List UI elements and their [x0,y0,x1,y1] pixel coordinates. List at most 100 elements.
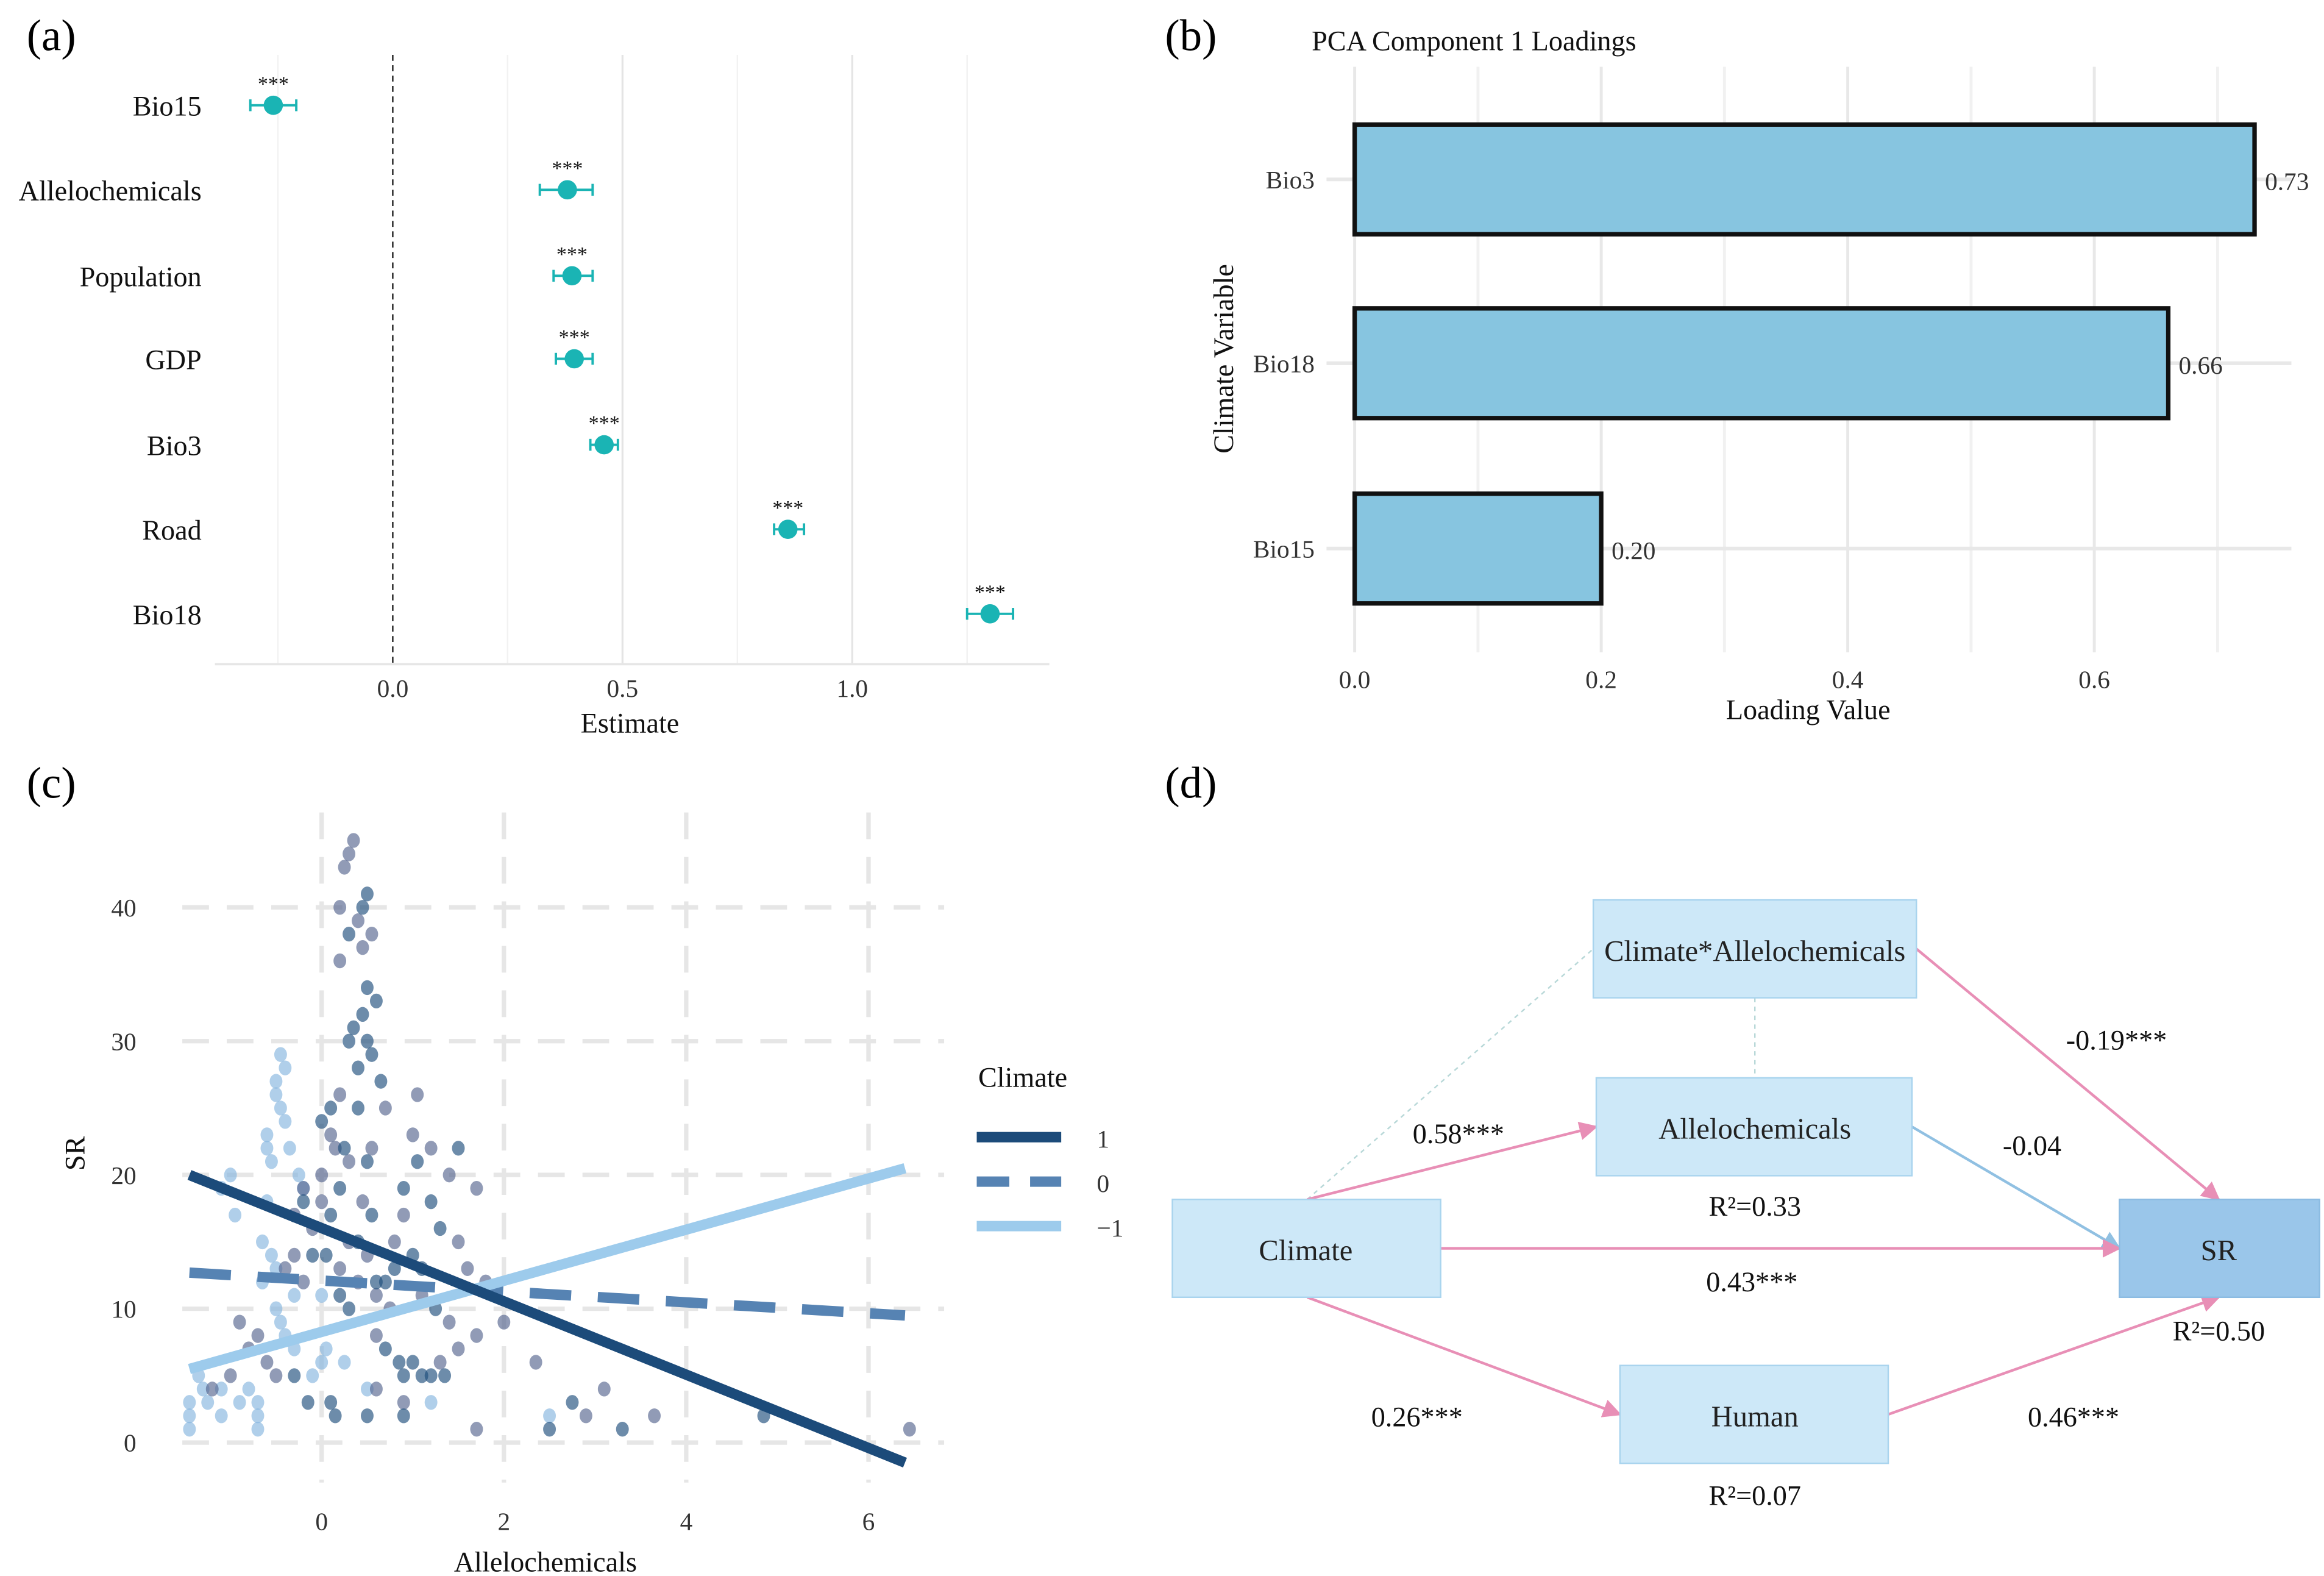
data-point [333,953,347,969]
node-label: Climate [1259,1234,1352,1267]
data-point [279,1114,292,1129]
path-arrow-interaction-sr [1915,947,2220,1201]
data-point [361,1033,374,1049]
data-point [338,1355,351,1370]
x-tick-label: 4 [680,1508,693,1536]
panel-b-bar-chart: (b) PCA Component 1 Loadings Climate Var… [1165,11,2309,726]
data-point [365,1141,378,1156]
data-point [543,1408,556,1424]
x-tick-label: 0.5 [607,674,639,702]
data-point [397,1207,410,1223]
data-point [269,1087,283,1102]
data-point [260,1355,274,1370]
data-point [352,913,364,929]
data-point [269,1301,283,1316]
data-point [529,1355,542,1370]
data-point [183,1408,196,1424]
data-point [329,1408,342,1424]
data-point [378,1100,392,1116]
y-tick-label: Bio15 [133,91,202,122]
x-tick-label: 0 [315,1508,328,1536]
y-tick-label: 0 [124,1429,137,1457]
data-point [315,1114,329,1129]
x-tick-label: 0.2 [1585,665,1617,693]
data-point [215,1382,228,1397]
data-point [224,1368,237,1383]
data-point [329,1141,342,1156]
node-label: Allelochemicals [1658,1113,1851,1146]
coef-human-sr: 0.46*** [2028,1401,2119,1432]
y-tick-label: Bio18 [1253,349,1315,377]
bar-value-label: 0.73 [2265,167,2309,195]
data-point [374,1074,388,1089]
y-axis-label: Climate Variable [1208,264,1239,454]
data-point [343,1301,356,1316]
data-point [388,1234,401,1250]
r2-allelochemicals: R²=0.33 [1708,1191,1801,1222]
data-point [242,1382,255,1397]
data-point [424,1395,438,1410]
x-tick-label: 6 [862,1508,875,1536]
data-point [196,1382,210,1397]
data-point [543,1422,556,1437]
dotted-link [1307,948,1594,1200]
data-point [338,1141,351,1156]
data-point [356,1007,369,1022]
significance-label: *** [552,157,583,180]
r2-sr: R²=0.50 [2173,1315,2265,1346]
x-tick-label: 0.4 [1832,665,1864,693]
data-point [251,1328,265,1343]
data-point [301,1395,314,1410]
data-point [215,1408,228,1424]
panel-label-a: (a) [27,11,76,60]
data-point [205,1382,219,1397]
data-point [224,1168,237,1183]
data-point [352,1060,364,1075]
data-point [333,1087,347,1102]
data-point [497,1314,511,1330]
data-point [438,1368,452,1383]
data-point [388,1261,401,1276]
data-point [442,1314,456,1330]
data-point [288,1247,301,1263]
data-point [274,1047,287,1062]
data-point [397,1368,410,1383]
y-tick-label: GDP [145,344,201,376]
data-point [406,1127,419,1143]
node-label: Human [1711,1400,1799,1433]
data-point [269,1368,283,1383]
x-tick-label: 0.6 [2078,665,2110,693]
data-point [288,1288,301,1303]
data-point [324,1100,338,1116]
data-point [347,833,360,848]
data-point [319,1341,333,1357]
data-point [648,1408,661,1424]
legend-label: 1 [1097,1125,1110,1153]
path-arrow-human-sr [1888,1294,2221,1416]
regression-line-climate-0 [189,1267,906,1321]
data-point [274,1314,287,1330]
estimate-point [594,435,614,455]
bar [1352,122,2257,237]
data-point [397,1180,410,1196]
significance-label: *** [559,326,590,349]
data-point [343,846,356,861]
data-point [470,1180,483,1196]
data-point [433,1221,447,1236]
data-point [369,1328,383,1343]
x-tick-label: 0.0 [1339,665,1371,693]
data-point [306,1368,319,1383]
data-point [452,1234,465,1250]
node-sr [2119,1199,2320,1299]
data-point [365,926,378,942]
node-climate [1171,1199,1441,1299]
legend-title: Climate [978,1061,1067,1093]
data-point [315,1288,329,1303]
data-point [315,1194,329,1210]
node-human [1619,1364,1889,1464]
bar-value-label: 0.20 [1612,537,1655,565]
data-point [265,1247,278,1263]
data-point [343,1033,356,1049]
data-point [597,1382,611,1397]
estimate-point [562,266,582,286]
